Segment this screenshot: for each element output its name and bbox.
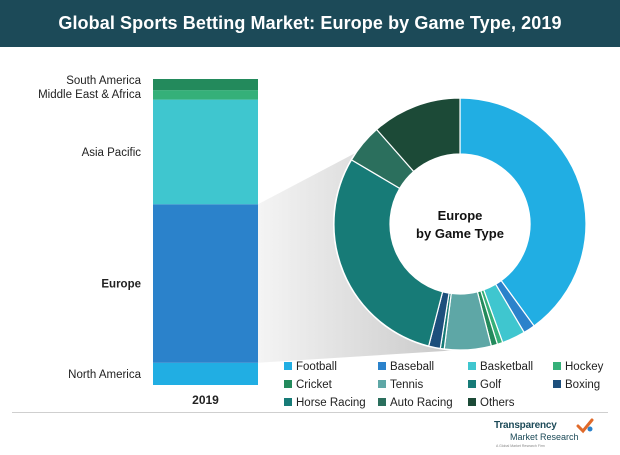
legend-label-football: Football <box>296 361 337 373</box>
donut-slice-football <box>459 97 587 327</box>
legend-label-boxing: Boxing <box>565 379 600 391</box>
legend-swatch-hockey <box>553 362 561 370</box>
bar-segment-south-america <box>153 79 258 91</box>
bar-label-south-america: South America <box>66 75 141 87</box>
x-tick-label: 2019 <box>192 393 219 407</box>
legend-swatch-auto-racing <box>378 398 386 406</box>
stacked-bar-chart: North America Europe Asia Pacific Middle Ea… <box>38 75 258 407</box>
logo-brand: Transparency <box>494 420 557 431</box>
logo-subtitle: Market Research <box>510 432 579 442</box>
chart-title: Global Sports Betting Market: Europe by … <box>58 13 562 33</box>
bar-segment-europe <box>153 204 258 363</box>
divider <box>12 412 608 413</box>
bar-label-middle-east-and-africa: Middle East & Africa <box>38 89 142 101</box>
bar-label-north-america: North America <box>68 369 141 381</box>
legend-swatch-boxing <box>553 380 561 388</box>
legend-swatch-tennis <box>378 380 386 388</box>
legend-swatch-horse-racing <box>284 398 292 406</box>
bar-segment-north-america <box>153 362 258 385</box>
legend-label-tennis: Tennis <box>390 379 423 391</box>
legend: Football Baseball Basketball Hockey Cricket T… <box>284 361 604 409</box>
donut-slice-horse-racing <box>333 159 444 347</box>
donut-slice-others <box>375 97 461 173</box>
legend-label-hockey: Hockey <box>565 361 604 373</box>
legend-label-horse-racing: Horse Racing <box>296 397 366 409</box>
donut-center-label: by Game Type <box>416 226 504 241</box>
legend-swatch-football <box>284 362 292 370</box>
donut-center-label: Europe <box>438 208 483 223</box>
bar-segment-middle-east-and-africa <box>153 90 258 100</box>
bar-label-asia-pacific: Asia Pacific <box>82 147 142 159</box>
legend-label-auto-racing: Auto Racing <box>390 397 453 409</box>
chart-area: North America Europe Asia Pacific Middle Ea… <box>38 75 604 409</box>
legend-label-others: Others <box>480 397 515 409</box>
legend-swatch-golf <box>468 380 476 388</box>
legend-label-cricket: Cricket <box>296 379 333 391</box>
legend-swatch-baseball <box>378 362 386 370</box>
legend-label-golf: Golf <box>480 379 502 391</box>
legend-swatch-others <box>468 398 476 406</box>
donut-chart: Europe by Game Type <box>333 97 587 351</box>
logo-tagline: A Global Market Research Firm <box>496 444 545 448</box>
checkmark-logo-icon <box>576 418 594 434</box>
title-bar: Global Sports Betting Market: Europe by … <box>0 0 620 47</box>
bar-label-europe: Europe <box>101 279 141 291</box>
legend-swatch-basketball <box>468 362 476 370</box>
legend-swatch-cricket <box>284 380 292 388</box>
legend-label-basketball: Basketball <box>480 361 533 373</box>
bar-segment-asia-pacific <box>153 99 258 205</box>
legend-label-baseball: Baseball <box>390 361 434 373</box>
company-logo: Transparency Market Research A Global Ma… <box>494 418 604 452</box>
